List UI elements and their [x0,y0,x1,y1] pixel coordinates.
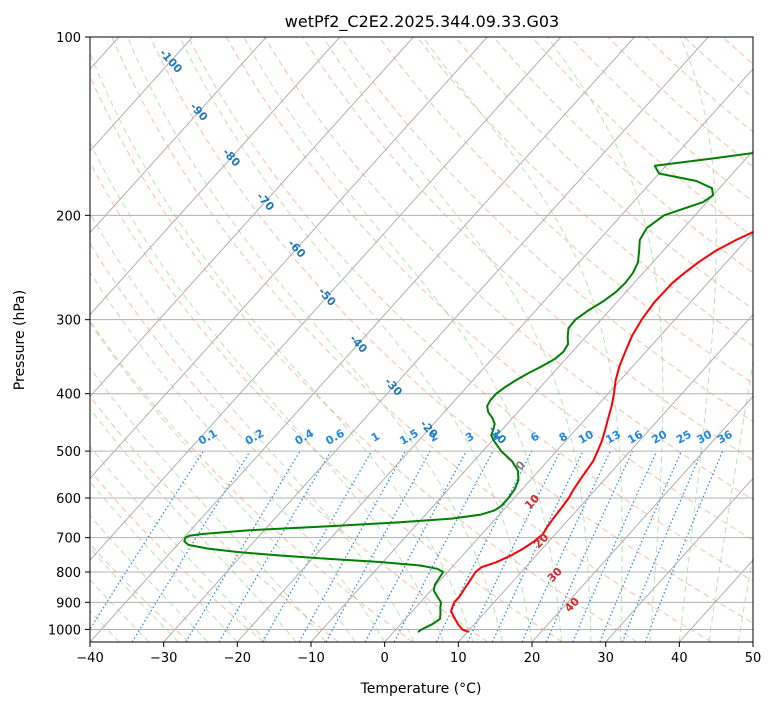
x-tick-label: −40 [76,651,103,666]
moist-adiabat-line [422,37,623,642]
mixing-ratio-line [435,450,533,642]
x-tick-label: 40 [671,651,688,666]
moist-adiabat-line [243,37,562,642]
moist-adiabat-line [546,37,664,642]
moist-adiabat-line [90,367,327,642]
isobars [90,37,753,630]
dry-adiabat-line [90,469,264,642]
moist-adiabat-line [90,407,297,642]
moist-adiabat-line [737,554,753,642]
dry-adiabat-line [454,37,753,310]
y-tick-label: 100 [56,31,81,46]
mixing-ratio-line [572,450,658,642]
moist-adiabats [90,37,753,642]
y-tick-label: 500 [56,445,81,460]
isotherm-line [236,68,753,642]
dry-adiabat-line [90,161,563,642]
x-tick-label: −30 [150,651,177,666]
isotherm-line [90,37,267,234]
moist-adiabat-line [90,322,356,642]
dewpoint-line [183,151,753,633]
dry-adiabat-line [90,395,339,642]
chart-title: wetPf2_C2E2.2025.344.09.33.G03 [285,12,559,32]
dry-adiabat-line [90,543,190,642]
x-tick-label: 0 [381,651,389,666]
y-axis-label: Pressure (hPa) [12,290,28,390]
mixing-ratio-line [325,450,431,642]
y-tick-label: 600 [56,492,81,507]
isotherm-line [310,150,753,642]
isotherm-line [457,313,753,642]
mixing-ratio-line [545,450,634,642]
isotherm-line [605,477,753,642]
isotherm-line [90,37,562,561]
moist-adiabat-line [90,141,445,642]
isotherm-line [90,37,635,642]
y-axis-ticks: 100 200 300 400 500 600 700 800 900 1000 [48,31,90,638]
x-tick-label: −20 [224,651,251,666]
isotherm-line [163,37,709,642]
mixing-ratio-line [599,450,682,642]
y-tick-label: 400 [56,388,81,403]
x-tick-label: −10 [297,651,324,666]
x-axis-ticks: −40 −30 −20 −10 0 10 20 30 40 50 [76,642,761,666]
y-tick-label: 800 [56,566,81,581]
x-tick-label: 50 [745,651,762,666]
mixing-ratio-line [298,450,406,642]
moist-adiabat-line [322,37,592,642]
moist-adiabat-line [678,37,717,642]
isotherm-line [90,37,193,152]
moist-adiabat-line [179,37,533,642]
y-tick-label: 1000 [48,623,81,638]
dry-adiabat-line [149,37,753,624]
y-tick-label: 300 [56,314,81,329]
moist-adiabat-line [90,445,268,642]
x-tick-label: 30 [597,651,614,666]
moist-adiabat-line [126,37,503,642]
plot-frame [89,36,754,643]
isotherm-line [90,37,414,398]
moist-adiabat-line [90,51,474,642]
plot-area [90,37,753,642]
x-tick-label: 10 [450,651,467,666]
dry-adiabat-line [416,37,753,347]
moist-adiabat-line [708,359,753,642]
isotherm-line [90,37,341,316]
isotherm-line [531,395,753,642]
isotherm-line [90,37,488,480]
isotherm-line [384,231,753,642]
y-tick-label: 900 [56,596,81,611]
isotherms [90,37,753,642]
profile-series [183,151,753,633]
mixing-ratio-line [90,450,204,631]
moist-adiabat-line [90,481,238,642]
x-axis-label: Temperature (°C) [360,681,482,697]
temperature-line [450,230,753,633]
dry-adiabat-line [90,242,488,642]
mixing-ratio-line [621,450,703,642]
mixing-ratio-line [644,450,724,642]
moist-adiabat-line [90,271,386,642]
x-tick-label: 20 [524,651,541,666]
y-tick-label: 700 [56,532,81,547]
y-tick-label: 200 [56,209,81,224]
